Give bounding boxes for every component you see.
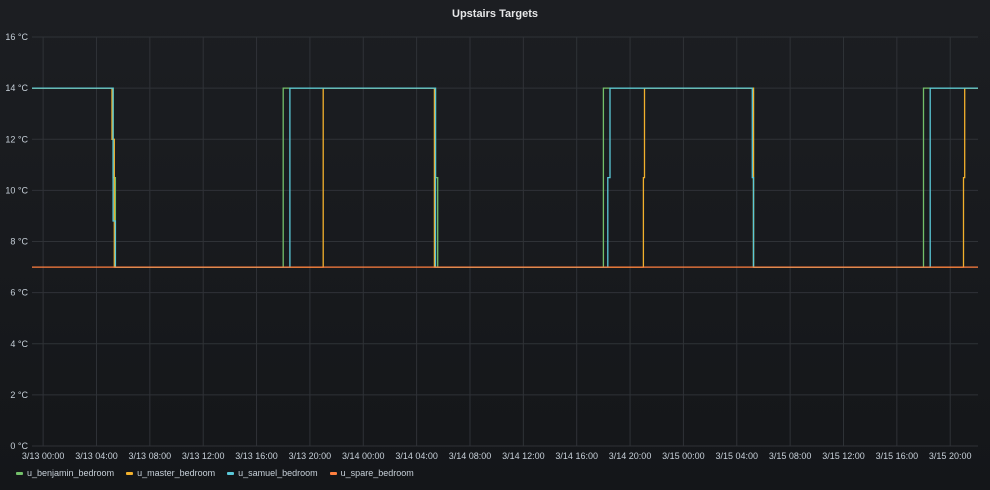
x-tick-label: 3/13 20:00 [289, 451, 332, 461]
y-tick-label: 6 °C [10, 288, 28, 298]
legend-swatch [16, 471, 23, 475]
x-tick-label: 3/13 12:00 [182, 451, 225, 461]
y-tick-label: 0 °C [10, 441, 28, 451]
y-tick-label: 8 °C [10, 237, 28, 247]
x-tick-label: 3/15 00:00 [662, 451, 705, 461]
y-tick-label: 16 °C [5, 32, 28, 42]
y-tick-label: 12 °C [5, 134, 28, 144]
y-tick-label: 2 °C [10, 390, 28, 400]
x-tick-label: 3/13 08:00 [129, 451, 172, 461]
legend-swatch [126, 471, 134, 475]
x-tick-label: 3/14 20:00 [609, 451, 652, 461]
x-tick-label: 3/14 04:00 [395, 451, 438, 461]
series-line-u_master_bedroom [32, 87, 978, 268]
y-tick-label: 14 °C [5, 83, 28, 93]
legend-label: u_spare_bedroom [340, 468, 414, 478]
series-line-u_benjamin_bedroom [32, 87, 978, 268]
x-tick-label: 3/13 16:00 [235, 451, 278, 461]
y-tick-label: 4 °C [10, 339, 28, 349]
x-tick-label: 3/13 04:00 [75, 451, 118, 461]
legend-label: u_master_bedroom [137, 468, 216, 478]
x-tick-label: 3/15 16:00 [876, 451, 919, 461]
legend-item-u_samuel_bedroom[interactable]: u_samuel_bedroom [227, 468, 318, 478]
x-tick-label: 3/15 08:00 [769, 451, 812, 461]
x-tick-label: 3/15 12:00 [822, 451, 865, 461]
series-line-u_samuel_bedroom [32, 87, 978, 268]
legend-item-u_master_bedroom[interactable]: u_master_bedroom [126, 468, 215, 478]
legend-label: u_samuel_bedroom [238, 468, 318, 478]
chart-title: Upstairs Targets [452, 8, 538, 20]
x-tick-label: 3/15 04:00 [716, 451, 759, 461]
x-tick-label: 3/14 00:00 [342, 451, 385, 461]
x-tick-label: 3/14 12:00 [502, 451, 545, 461]
x-tick-label: 3/14 08:00 [449, 451, 492, 461]
y-tick-label: 10 °C [5, 185, 28, 195]
legend-item-u_benjamin_bedroom[interactable]: u_benjamin_bedroom [16, 468, 114, 478]
x-tick-label: 3/14 16:00 [555, 451, 598, 461]
legend-label: u_benjamin_bedroom [27, 468, 115, 478]
chart-legend: u_benjamin_bedroom u_master_bedroom u_samu… [16, 468, 414, 478]
x-tick-label: 3/13 00:00 [22, 451, 65, 461]
x-tick-label: 3/15 20:00 [929, 451, 972, 461]
legend-swatch [227, 471, 235, 475]
legend-item-u_spare_bedroom[interactable]: u_spare_bedroom [329, 468, 414, 478]
legend-swatch [329, 471, 337, 475]
